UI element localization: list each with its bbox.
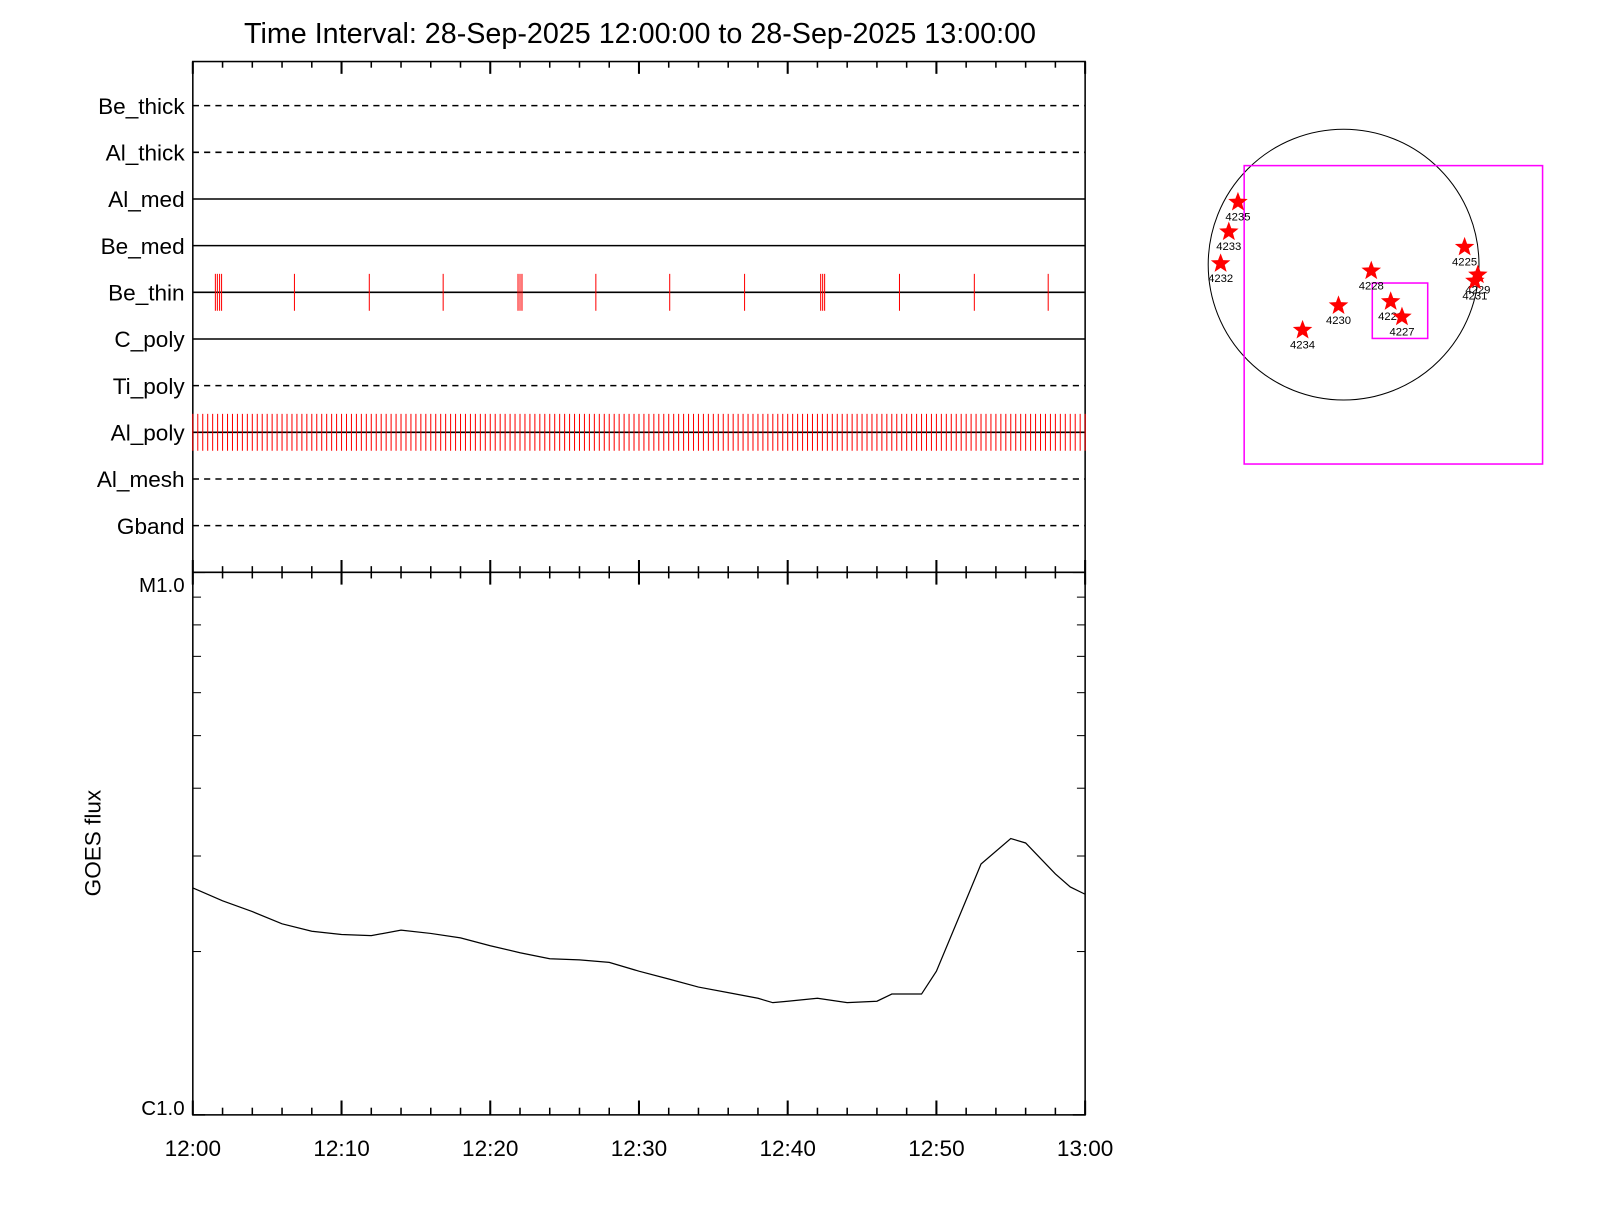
region-label: 4227 — [1389, 326, 1414, 338]
y-tick-label: C1.0 — [141, 1097, 184, 1120]
x-tick-label: 12:50 — [908, 1136, 964, 1161]
x-tick-label: 12:20 — [462, 1136, 518, 1161]
region-star — [1380, 291, 1401, 310]
region-star — [1228, 191, 1248, 211]
region-label: 4230 — [1326, 315, 1351, 327]
region-label: 4233 — [1216, 241, 1241, 253]
filter-label: Al_med — [108, 187, 184, 212]
x-tick-label: 12:00 — [165, 1136, 221, 1161]
filter-label: Be_thin — [108, 281, 184, 306]
region-star — [1392, 306, 1412, 326]
filter-label: C_poly — [114, 327, 185, 352]
region-star — [1468, 264, 1488, 284]
goes-flux-line — [192, 837, 1086, 1004]
region-label: 4235 — [1225, 212, 1250, 224]
y-axis-label: GOES flux — [81, 789, 106, 896]
x-tick-label: 12:30 — [611, 1136, 667, 1161]
x-tick-label: 12:10 — [313, 1136, 369, 1161]
region-label: 4231 — [1462, 290, 1487, 302]
region-label: 4225 — [1452, 257, 1477, 269]
region-label: 4232 — [1208, 273, 1233, 285]
region-star — [1219, 221, 1239, 241]
fov-box — [1371, 282, 1429, 340]
chart-title: Time Interval: 28-Sep-2025 12:00:00 to 2… — [244, 18, 1036, 50]
filter-label: Al_poly — [111, 421, 186, 446]
region-star — [1465, 270, 1485, 290]
fov-box — [1243, 164, 1544, 465]
filter-label: Al_thick — [106, 141, 186, 166]
region-label: 4234 — [1290, 340, 1315, 352]
region-star — [1454, 236, 1475, 256]
region-star — [1361, 260, 1382, 280]
region-star — [1210, 253, 1231, 272]
y-tick-label: M1.0 — [139, 574, 185, 597]
solar-disk — [1207, 128, 1480, 401]
filter-label: Be_med — [101, 234, 185, 259]
x-tick-label: 13:00 — [1057, 1136, 1113, 1161]
filter-label: Gband — [117, 514, 185, 539]
region-label: 4228 — [1359, 280, 1384, 292]
filter-label: Al_mesh — [97, 467, 185, 492]
filter-label: Ti_poly — [113, 374, 186, 399]
region-star — [1328, 295, 1349, 314]
x-tick-label: 12:40 — [759, 1136, 815, 1161]
filter-label: Be_thick — [98, 94, 185, 119]
region-star — [1292, 319, 1313, 339]
